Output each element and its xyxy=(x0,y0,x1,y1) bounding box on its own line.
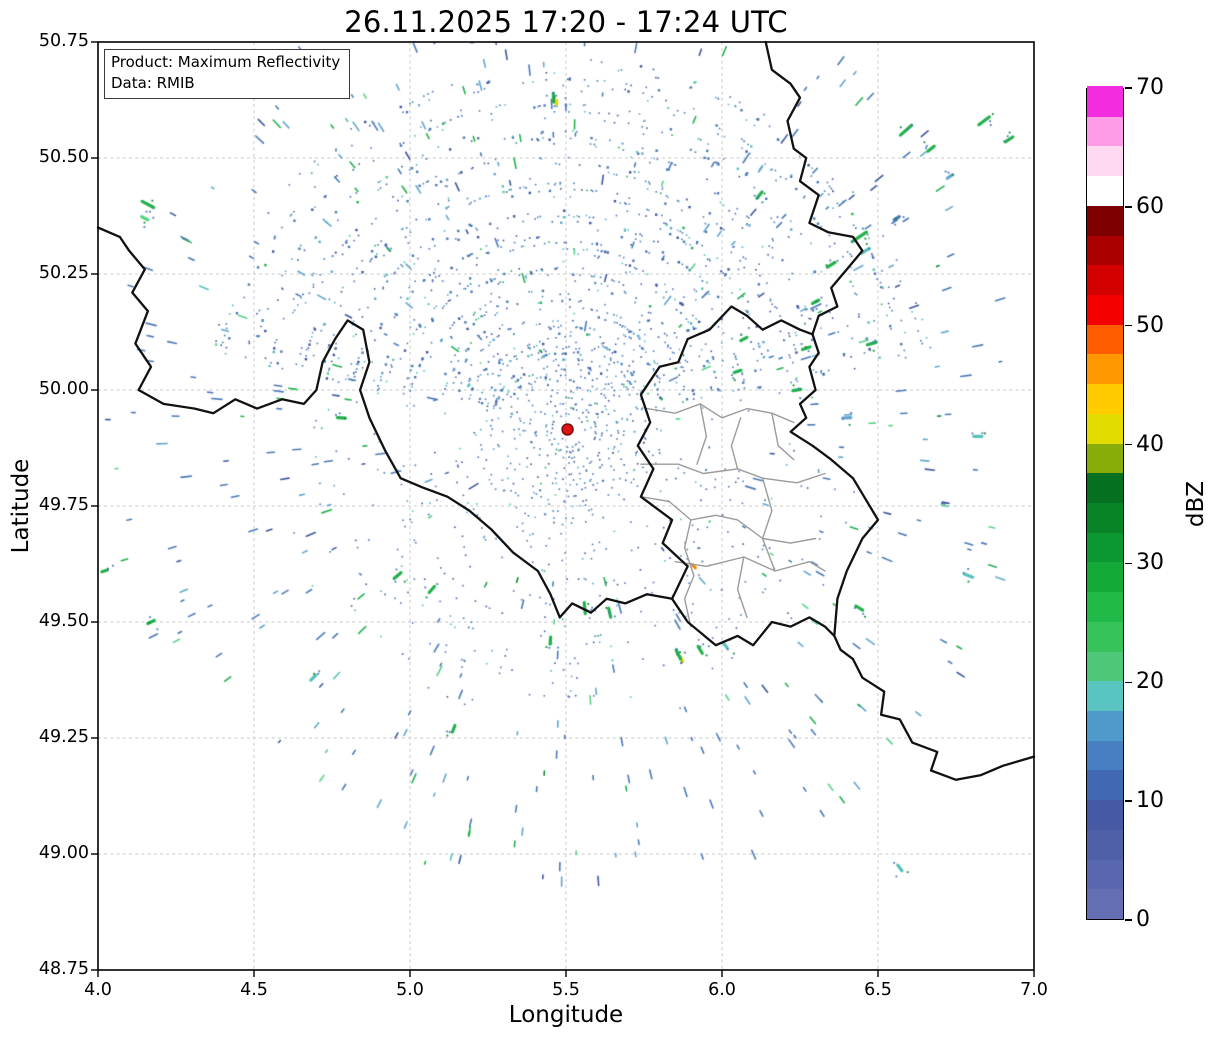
colorbar-segment xyxy=(1087,888,1123,919)
colorbar-segment xyxy=(1087,324,1123,355)
y-tick-label: 49.75 xyxy=(38,495,89,515)
colorbar-segment xyxy=(1087,413,1123,444)
colorbar-tick-mark xyxy=(1125,324,1132,327)
colorbar-segment xyxy=(1087,829,1123,860)
colorbar-tick-mark xyxy=(1125,800,1132,802)
colorbar-segment xyxy=(1087,710,1123,741)
country-border-path xyxy=(670,597,836,647)
colorbar-segment xyxy=(1087,175,1123,206)
colorbar-tick-mark xyxy=(1125,681,1132,684)
colorbar xyxy=(1086,86,1124,920)
y-tick-label: 48.75 xyxy=(38,959,89,979)
colorbar-segment xyxy=(1087,799,1123,830)
x-tick-label: 5.5 xyxy=(552,980,580,1000)
colorbar-segment xyxy=(1087,740,1123,771)
y-tick-label: 49.00 xyxy=(38,843,89,863)
x-tick-label: 6.5 xyxy=(864,980,892,1000)
colorbar-segment xyxy=(1087,472,1123,503)
x-tick-label: 6.0 xyxy=(708,980,736,1000)
plot-area xyxy=(91,40,1036,977)
colorbar-tick-label: 70 xyxy=(1136,75,1164,100)
colorbar-segment xyxy=(1087,561,1123,593)
colorbar-segment xyxy=(1087,442,1123,474)
region-border-path xyxy=(736,556,748,619)
colorbar-tick-mark xyxy=(1125,562,1132,565)
map-svg xyxy=(91,40,1036,977)
colorbar-segment xyxy=(1087,234,1123,266)
colorbar-segment xyxy=(1087,383,1123,414)
region-border-path xyxy=(771,412,795,461)
y-tick-label: 50.75 xyxy=(38,31,89,51)
colorbar-tick-label: 10 xyxy=(1136,788,1164,814)
info-box-product-line: Product: Maximum Reflectivity xyxy=(111,53,341,71)
x-tick-label: 4.0 xyxy=(84,980,112,1000)
colorbar-tick-mark xyxy=(1125,443,1132,446)
region-border-path xyxy=(696,403,708,465)
country-border-path xyxy=(636,305,814,600)
colorbar-tick-label: 60 xyxy=(1136,193,1164,219)
region-border-path xyxy=(761,477,776,572)
colorbar-tick-mark xyxy=(1125,206,1132,208)
colorbar-segment xyxy=(1087,621,1123,652)
region-border-path xyxy=(730,417,742,470)
region-border-path xyxy=(674,556,826,572)
colorbar-tick-mark xyxy=(1125,919,1132,921)
colorbar-segment xyxy=(1087,532,1123,563)
region-border-path xyxy=(640,463,826,484)
colorbar-segment xyxy=(1087,769,1123,801)
country-border-path xyxy=(764,40,1036,781)
echo-canvas xyxy=(98,42,1034,970)
x-tick-label: 5.0 xyxy=(396,980,424,1000)
colorbar-tick-label: 50 xyxy=(1136,312,1164,338)
colorbar-tick-label: 0 xyxy=(1136,907,1150,932)
plot-frame xyxy=(97,41,1035,971)
colorbar-label: dBZ xyxy=(1183,480,1209,528)
colorbar-segment xyxy=(1087,264,1123,295)
colorbar-segment xyxy=(1087,145,1123,177)
colorbar-segment xyxy=(1087,294,1123,325)
colorbar-tick-label: 40 xyxy=(1136,431,1164,457)
y-tick-label: 49.25 xyxy=(38,727,89,747)
x-tick-label: 7.0 xyxy=(1020,980,1048,1000)
country-border-path xyxy=(96,226,674,619)
colorbar-segment xyxy=(1087,502,1123,533)
colorbar-segment xyxy=(1087,116,1123,147)
x-tick-label: 4.5 xyxy=(240,980,268,1000)
y-tick-label: 50.25 xyxy=(38,263,89,283)
info-box: Product: Maximum Reflectivity Data: RMIB xyxy=(104,49,351,99)
colorbar-segment xyxy=(1087,858,1123,890)
region-border-path xyxy=(683,519,695,628)
colorbar-tick-mark xyxy=(1125,87,1132,89)
colorbar-tick-label: 30 xyxy=(1136,550,1164,576)
colorbar-segment xyxy=(1087,650,1123,682)
radar-site-marker xyxy=(561,423,574,436)
figure-title: 26.11.2025 17:20 - 17:24 UTC xyxy=(344,5,788,39)
x-axis-label: Longitude xyxy=(508,1002,624,1028)
y-tick-label: 50.00 xyxy=(38,379,89,399)
colorbar-segment xyxy=(1087,205,1123,236)
colorbar-tick-label: 20 xyxy=(1136,669,1164,695)
colorbar-segment xyxy=(1087,353,1123,385)
colorbar-segment xyxy=(1087,680,1123,711)
y-tick-label: 50.50 xyxy=(38,147,89,167)
info-box-data-line: Data: RMIB xyxy=(111,74,195,92)
region-border-path xyxy=(640,496,817,544)
y-tick-label: 49.50 xyxy=(38,611,89,631)
colorbar-segment xyxy=(1087,591,1123,622)
colorbar-segment xyxy=(1087,86,1123,117)
